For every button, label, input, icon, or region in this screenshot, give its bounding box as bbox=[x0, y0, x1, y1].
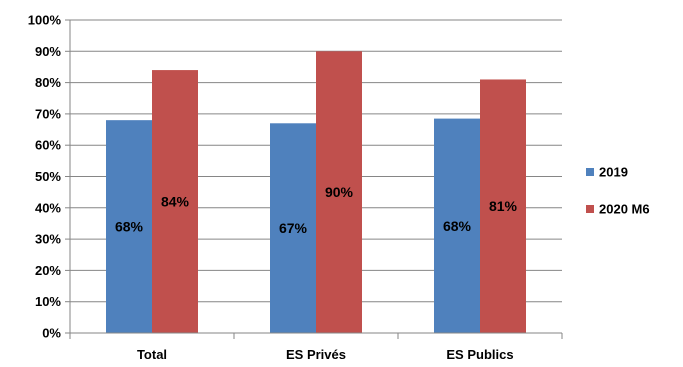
bar-series-2020-m6 bbox=[316, 51, 362, 334]
bar-series-2020-m6 bbox=[480, 79, 526, 333]
y-tick-label: 20% bbox=[35, 263, 61, 278]
bar-series-2019 bbox=[270, 123, 316, 333]
y-tick-label: 30% bbox=[35, 232, 61, 247]
bar-series-2019 bbox=[106, 120, 152, 333]
y-tick-label: 70% bbox=[35, 106, 61, 121]
x-tick-label: ES Publics bbox=[446, 347, 513, 362]
bar-series-2020-m6 bbox=[152, 70, 198, 333]
axes bbox=[65, 19, 563, 339]
y-tick-label: 80% bbox=[35, 75, 61, 90]
x-tick-label: Total bbox=[137, 347, 167, 362]
bars bbox=[106, 51, 526, 334]
data-label: 67% bbox=[279, 220, 308, 236]
x-tick-label: ES Privés bbox=[286, 347, 346, 362]
legend-swatch bbox=[586, 205, 594, 213]
bar-series-2019 bbox=[434, 118, 480, 333]
labels: 0% 10% 20% 30% 40% 50% 60% 70% 80% 90% 100% 68% 84% T… bbox=[28, 13, 518, 363]
y-tick-label: 90% bbox=[35, 44, 61, 59]
data-label: 90% bbox=[325, 184, 354, 200]
legend-swatch bbox=[586, 168, 594, 176]
data-label: 84% bbox=[161, 194, 190, 210]
y-tick-label: 100% bbox=[28, 13, 62, 28]
data-label: 68% bbox=[115, 219, 144, 235]
y-tick-label: 10% bbox=[35, 294, 61, 309]
data-label: 68% bbox=[443, 218, 472, 234]
y-tick-label: 0% bbox=[42, 326, 61, 341]
legend-entry: 2019 bbox=[599, 165, 628, 180]
legend-entry: 2020 M6 bbox=[599, 202, 650, 217]
data-label: 81% bbox=[489, 198, 518, 214]
y-tick-label: 40% bbox=[35, 200, 61, 215]
legend: 2019 2020 M6 bbox=[586, 165, 650, 217]
y-tick-label: 50% bbox=[35, 169, 61, 184]
y-tick-label: 60% bbox=[35, 138, 61, 153]
